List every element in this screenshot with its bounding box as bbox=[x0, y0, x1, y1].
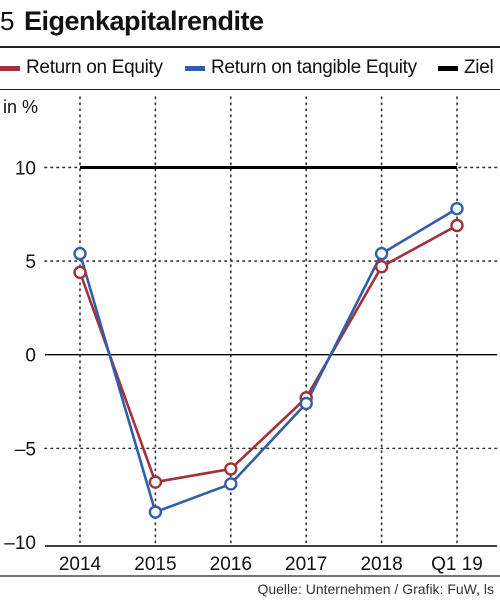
y-tick-label: 5 bbox=[25, 252, 36, 273]
source-note: Quelle: Unternehmen / Grafik: FuW, ls bbox=[257, 581, 494, 597]
chart-title: Eigenkapitalrendite bbox=[23, 6, 264, 36]
roe-point bbox=[374, 260, 389, 274]
title-row: 5 Eigenkapitalrendite bbox=[0, 6, 264, 40]
rote-point bbox=[450, 201, 464, 216]
title-divider bbox=[0, 46, 500, 48]
roe-point bbox=[148, 475, 163, 489]
y-tick-label: 10 bbox=[15, 158, 36, 179]
rote-point bbox=[374, 246, 389, 261]
y-tick-label: –10 bbox=[4, 533, 36, 554]
legend-swatch-rote bbox=[185, 65, 205, 71]
legend-item-rote: Return on tangible Equity bbox=[185, 57, 417, 79]
roe-line bbox=[78, 224, 458, 484]
x-tick-label: 2016 bbox=[210, 554, 252, 575]
legend-divider bbox=[0, 89, 500, 90]
x-tick-label: 2017 bbox=[285, 554, 327, 575]
legend-item-target: Ziel bbox=[438, 57, 494, 79]
roe-point bbox=[73, 265, 87, 280]
y-tick-label: –5 bbox=[15, 439, 36, 460]
legend-item-roe: Return on Equity bbox=[0, 57, 163, 79]
rote-point bbox=[299, 396, 313, 411]
legend-label-roe: Return on Equity bbox=[26, 57, 163, 78]
figure-number: 5 bbox=[0, 6, 14, 36]
legend-swatch-target bbox=[438, 65, 458, 71]
legend-swatch-roe bbox=[0, 65, 20, 71]
rote-point bbox=[224, 477, 238, 491]
roe-point bbox=[450, 218, 464, 233]
rote-line bbox=[78, 207, 458, 514]
x-tick-label: Q1 19 bbox=[431, 554, 483, 575]
x-tick-label: 2015 bbox=[134, 554, 176, 575]
roe-point bbox=[224, 462, 238, 476]
rote-point bbox=[73, 246, 87, 261]
x-tick-label: 2018 bbox=[360, 554, 402, 575]
legend-label-rote: Return on tangible Equity bbox=[211, 57, 417, 78]
y-unit-label: in % bbox=[3, 97, 39, 117]
rote-point bbox=[148, 505, 163, 519]
x-tick-label: 2014 bbox=[59, 554, 102, 575]
legend: Return on Equity Return on tangible Equi… bbox=[0, 57, 500, 85]
legend-label-target: Ziel bbox=[464, 57, 494, 78]
y-tick-label: 0 bbox=[25, 346, 36, 367]
